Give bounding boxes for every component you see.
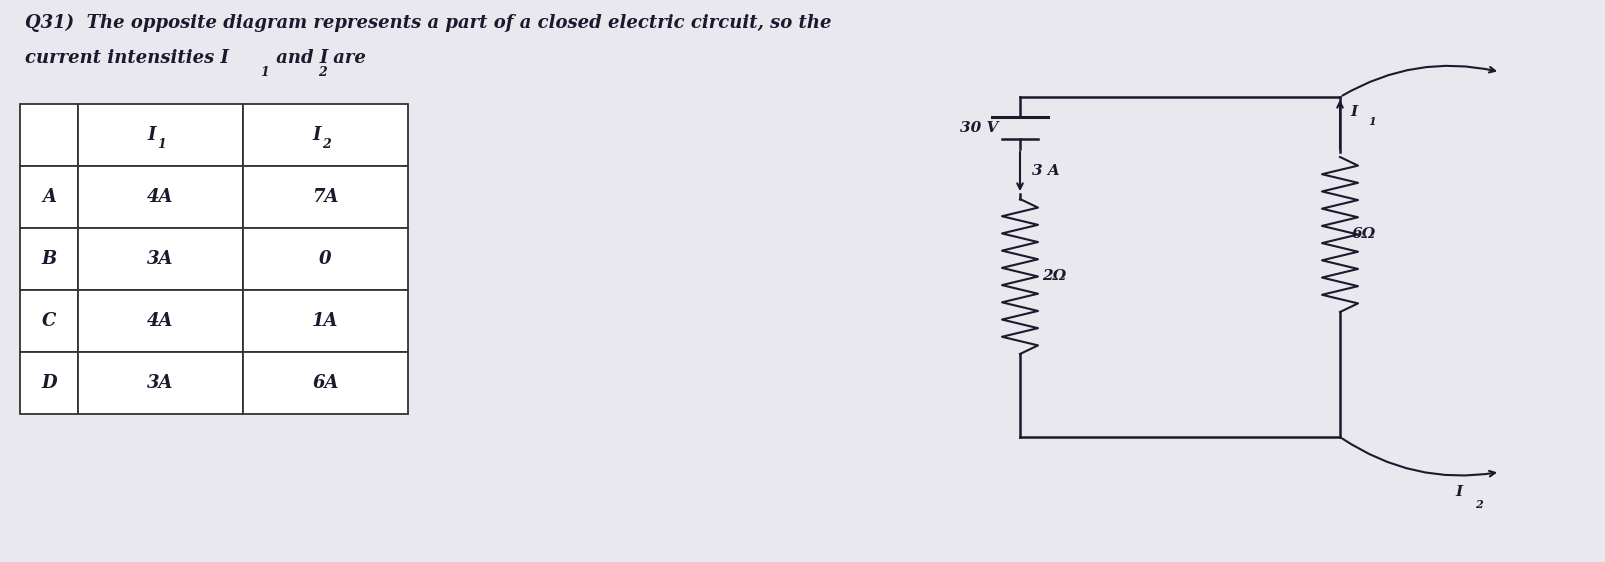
Bar — [79, 104, 242, 166]
Text: 1: 1 — [260, 66, 268, 79]
Text: Q31)  The opposite diagram represents a part of a closed electric circuit, so th: Q31) The opposite diagram represents a p… — [26, 13, 831, 32]
Text: 2: 2 — [318, 66, 326, 79]
Bar — [242, 228, 408, 290]
Text: 3A: 3A — [148, 374, 173, 392]
Text: I: I — [311, 126, 321, 144]
Text: 6Ω: 6Ω — [1351, 228, 1375, 242]
Text: 1: 1 — [157, 138, 167, 152]
Text: 2: 2 — [323, 138, 331, 152]
Text: 3 A: 3 A — [1032, 165, 1059, 179]
Bar — [19, 166, 79, 228]
Text: D: D — [42, 374, 56, 392]
Bar — [79, 290, 242, 352]
Text: I: I — [1350, 105, 1356, 119]
Bar — [19, 104, 79, 166]
Text: 4A: 4A — [148, 312, 173, 330]
Text: 1A: 1A — [311, 312, 339, 330]
Text: 30 V: 30 V — [960, 121, 998, 135]
Text: I: I — [1454, 485, 1461, 499]
Text: and I: and I — [270, 49, 327, 67]
Text: current intensities I: current intensities I — [26, 49, 230, 67]
Bar — [19, 228, 79, 290]
Text: A: A — [42, 188, 56, 206]
Text: I: I — [148, 126, 156, 144]
Bar — [79, 228, 242, 290]
Text: 3A: 3A — [148, 250, 173, 268]
Bar — [19, 290, 79, 352]
Text: 2: 2 — [1473, 500, 1481, 510]
Bar — [242, 104, 408, 166]
Text: 0: 0 — [319, 250, 332, 268]
Bar — [79, 166, 242, 228]
Text: 2Ω: 2Ω — [1042, 270, 1066, 283]
Text: 7A: 7A — [311, 188, 339, 206]
Bar — [242, 166, 408, 228]
Bar — [242, 290, 408, 352]
Text: B: B — [42, 250, 56, 268]
Text: 6A: 6A — [311, 374, 339, 392]
Text: 4A: 4A — [148, 188, 173, 206]
Text: are: are — [327, 49, 366, 67]
Bar — [242, 352, 408, 414]
Bar — [79, 352, 242, 414]
Bar — [19, 352, 79, 414]
Text: 1: 1 — [1367, 116, 1375, 128]
Text: C: C — [42, 312, 56, 330]
